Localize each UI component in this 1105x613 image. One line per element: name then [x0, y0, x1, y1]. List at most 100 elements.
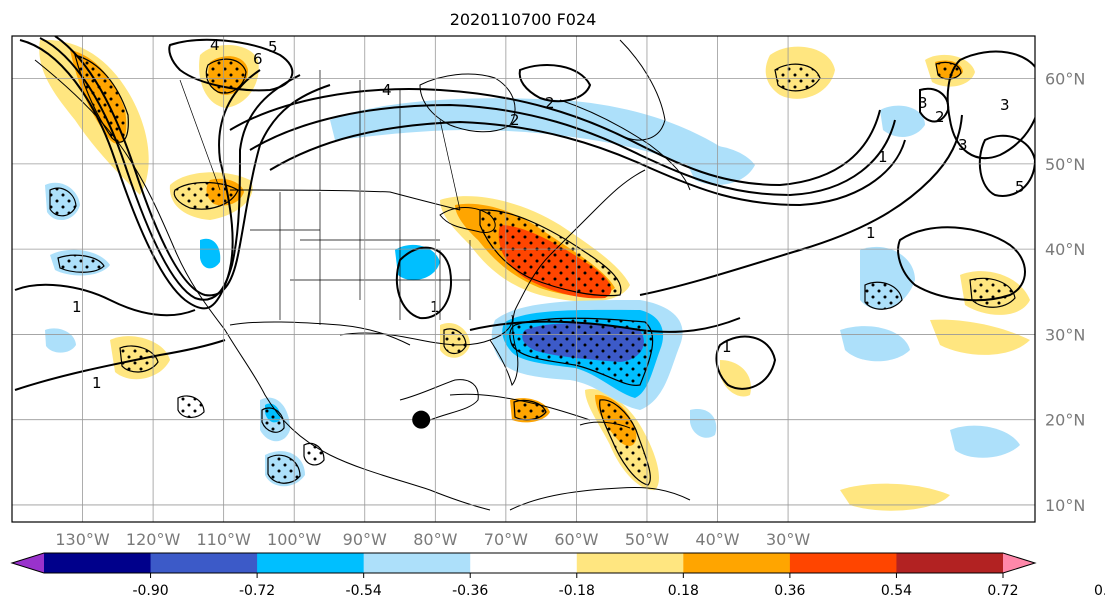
- stipple-pacific-1: [49, 187, 77, 217]
- colorbar-swatch: [257, 553, 365, 573]
- greenland-coast: [619, 39, 666, 141]
- anomaly-negative-w-canada: [200, 238, 221, 269]
- colorbar-swatch: [150, 553, 258, 573]
- stipple-cuba: [513, 399, 547, 421]
- colorbar-tick-label: -0.36: [452, 583, 488, 599]
- contour-trough-east-3: [269, 120, 906, 207]
- lon-tick-label: 70°W: [484, 530, 528, 549]
- colorbar-outline: [10, 552, 1037, 574]
- lat-tick-label: 40°N: [1045, 240, 1085, 259]
- lat-tick-label: 30°N: [1045, 325, 1085, 344]
- labrador-coast: [559, 99, 691, 191]
- anomaly-negative-canada-band: [330, 98, 740, 170]
- contour-low-atlantic-east: [897, 226, 1026, 302]
- colorbar-tick-label: 0.36: [774, 583, 805, 599]
- lon-tick-label: 40°W: [695, 530, 739, 549]
- contour-label: 4: [210, 36, 220, 54]
- east-coast: [514, 169, 646, 311]
- stipple-rockies: [173, 181, 239, 210]
- colorbar-tick-label: -0.72: [239, 583, 275, 599]
- anomaly-negative-e-atlantic: [840, 326, 910, 362]
- stipple-caribbean: [599, 399, 651, 486]
- contour-label: 1: [878, 148, 888, 166]
- colorbar-tick-label: -0.90: [132, 583, 168, 599]
- stipple-greenland: [774, 63, 821, 92]
- contour-label: 1: [722, 338, 732, 356]
- contour-label: 1: [72, 298, 82, 316]
- florida: [489, 309, 519, 387]
- lon-tick-label: 120°W: [126, 530, 181, 549]
- coastlines-and-borders: [34, 39, 691, 511]
- contour-label: 2: [545, 94, 555, 112]
- lon-tick-label: 130°W: [55, 530, 110, 549]
- yucatan-coast: [399, 379, 479, 421]
- contour-trough-east: [229, 88, 881, 187]
- hudson-bay: [419, 73, 516, 133]
- map-frame: [11, 35, 1036, 523]
- contour-east-atlantic-3: [919, 87, 950, 123]
- colorbar-tick-label: 0.72: [987, 583, 1018, 599]
- contour-gulf-low: [395, 246, 452, 320]
- stipple-east-coast: [479, 209, 622, 297]
- lat-tick-label: 10°N: [1045, 496, 1085, 515]
- stipple-pacific-2: [57, 254, 105, 273]
- lon-tick-label: 100°W: [267, 530, 322, 549]
- contour-label: 6: [253, 50, 263, 68]
- contour-high-ne-atlantic-inner: [978, 134, 1035, 197]
- colorbar-swatch: [1003, 553, 1035, 573]
- stipple-gulf: [443, 328, 467, 355]
- contour-low-canada: [518, 64, 592, 103]
- colorbar-swatch: [12, 553, 44, 573]
- colorbar-tick-label: -0.54: [346, 583, 382, 599]
- great-lakes: [439, 207, 496, 234]
- colorbar-tick-label: 0.90: [1094, 583, 1105, 599]
- lon-tick-label: 110°W: [196, 530, 251, 549]
- lon-tick-label: 60°W: [554, 530, 598, 549]
- contour-label: 1: [430, 298, 440, 316]
- contour-1-atlantic: [639, 114, 963, 296]
- colorbar-swatch: [44, 553, 152, 573]
- contour-label: 2: [510, 111, 520, 129]
- contour-label: 1: [866, 224, 876, 242]
- contour-1-pacific-south: [14, 339, 226, 391]
- colorbar: [10, 552, 1037, 574]
- south-america-coast: [509, 487, 691, 511]
- stipple-sw-atlantic: [509, 317, 654, 386]
- mslp-contours: [14, 36, 1035, 391]
- contour-1-pacific: [14, 283, 196, 317]
- us-mexico-border: [229, 321, 411, 346]
- contour-label: 4: [382, 81, 392, 99]
- colorbar-swatch: [576, 553, 684, 573]
- colorbar-swatch: [470, 553, 578, 573]
- north-america-west-coast: [34, 59, 491, 511]
- contour-trough-east-2: [249, 103, 896, 197]
- lon-tick-labels: 130°W 120°W 110°W 100°W 90°W 80°W 70°W 60°W 50°W…: [55, 530, 810, 549]
- lat-tick-label: 50°N: [1045, 155, 1085, 174]
- contour-low-alaska: [168, 38, 294, 92]
- contour-label: 3: [918, 94, 928, 112]
- contour-label: 3: [958, 136, 968, 154]
- colorbar-tick-labels: -0.90 -0.72 -0.54 -0.36 -0.18 0.18 0.36 0.54 0.7…: [132, 573, 1105, 599]
- map-title: 2020110700 F024: [450, 10, 597, 29]
- lat-tick-label: 60°N: [1045, 70, 1085, 89]
- contour-label: 5: [1015, 178, 1025, 196]
- map-panel: 4 5 6 4 2 2 3 2 3 3 1 1 1 1 1 5 1: [12, 36, 1035, 522]
- anomaly-negative-caribbean: [690, 409, 717, 438]
- stipple-tropical-pacific: [177, 395, 205, 418]
- anomaly-positive-ne-coast: [720, 360, 751, 397]
- colorbar-tick-label: 0.18: [668, 583, 699, 599]
- lon-tick-label: 50°W: [625, 530, 669, 549]
- colorbar-swatch: [896, 553, 1004, 573]
- colorbar-tick-label: -0.18: [559, 583, 595, 599]
- contour-labels: 4 5 6 4 2 2 3 2 3 3 1 1 1 1 1 5 1: [72, 36, 1025, 392]
- stipple-e-pacific: [267, 454, 301, 484]
- cuba-outline: [449, 393, 591, 421]
- significance-stippling: [49, 54, 1016, 486]
- contour-1-atlantic-south: [469, 317, 741, 333]
- contour-ridge-west-1: [19, 39, 261, 310]
- anomaly-positive-ne-atlantic-2: [930, 319, 1030, 355]
- lon-tick-label: 30°W: [766, 530, 810, 549]
- storm-position-marker: [412, 410, 431, 429]
- colorbar-swatch: [789, 553, 897, 573]
- contour-label: 3: [1000, 96, 1010, 114]
